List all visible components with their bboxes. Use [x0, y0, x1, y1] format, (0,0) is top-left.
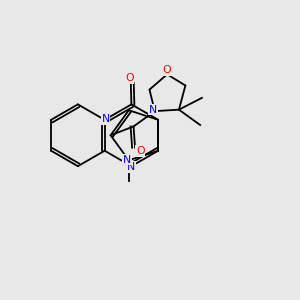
Text: N: N — [149, 105, 158, 115]
Text: N: N — [123, 155, 131, 165]
Text: N: N — [127, 162, 136, 172]
Text: O: O — [136, 146, 145, 156]
Text: O: O — [125, 73, 134, 83]
Text: O: O — [162, 65, 171, 75]
Text: N: N — [101, 114, 110, 124]
